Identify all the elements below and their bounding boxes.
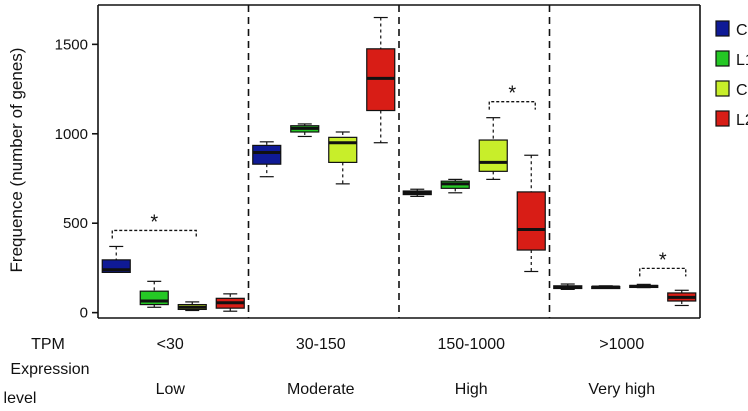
legend-label-c1: C1 — [736, 22, 748, 39]
significance-star: * — [150, 211, 158, 233]
y-axis-title: Frequence (number of genes) — [7, 48, 26, 273]
significance-star: * — [508, 83, 516, 105]
legend-swatch-l1 — [715, 50, 730, 67]
legend-label-c2: C2 — [736, 82, 748, 99]
y-tick-label: 0 — [80, 305, 88, 322]
legend-swatch-c1 — [715, 20, 730, 37]
y-tick-label: 1500 — [55, 36, 88, 53]
legend-swatch-c2 — [715, 80, 730, 97]
plot-area — [97, 4, 701, 319]
expression-row-label-line1: Expression — [10, 361, 89, 378]
y-tick-label: 500 — [63, 215, 88, 232]
tpm-category-label: 30-150 — [296, 336, 346, 353]
significance-bracket — [488, 101, 536, 110]
expression-row-label-line2: level — [4, 390, 37, 407]
legend-label-l1: L1 — [736, 52, 748, 69]
y-tick-label: 1000 — [55, 126, 88, 143]
box-c2-rect — [328, 136, 358, 163]
legend-swatch-l2 — [715, 110, 730, 127]
significance-bracket — [111, 229, 197, 239]
box-c1-rect — [252, 144, 282, 165]
significance-star: * — [659, 249, 667, 271]
x-axis-categories: <30 Low 30-150 Moderate 150-1000 High >1000 Ver… — [156, 336, 656, 398]
tpm-category-label: <30 — [157, 336, 184, 353]
tpm-row-label: TPM — [31, 336, 65, 353]
expression-category-label: High — [455, 381, 488, 398]
significance-bracket — [639, 267, 687, 277]
y-axis: 0 500 1000 1500 — [55, 36, 98, 322]
box-l1-rect — [139, 290, 169, 306]
tpm-category-label: 150-1000 — [437, 336, 505, 353]
expression-category-label: Moderate — [287, 381, 355, 398]
box-series — [101, 16, 697, 312]
expression-category-label: Very high — [588, 381, 655, 398]
significance-markers: * * * — [111, 83, 687, 277]
tpm-category-label: >1000 — [599, 336, 644, 353]
box-c2-rect — [478, 139, 508, 172]
legend-label-l2: L2 — [736, 112, 748, 129]
box-l2-rect — [516, 191, 546, 251]
expression-category-label: Low — [156, 381, 186, 398]
legend: C1 L1 C2 L2 — [715, 20, 748, 129]
